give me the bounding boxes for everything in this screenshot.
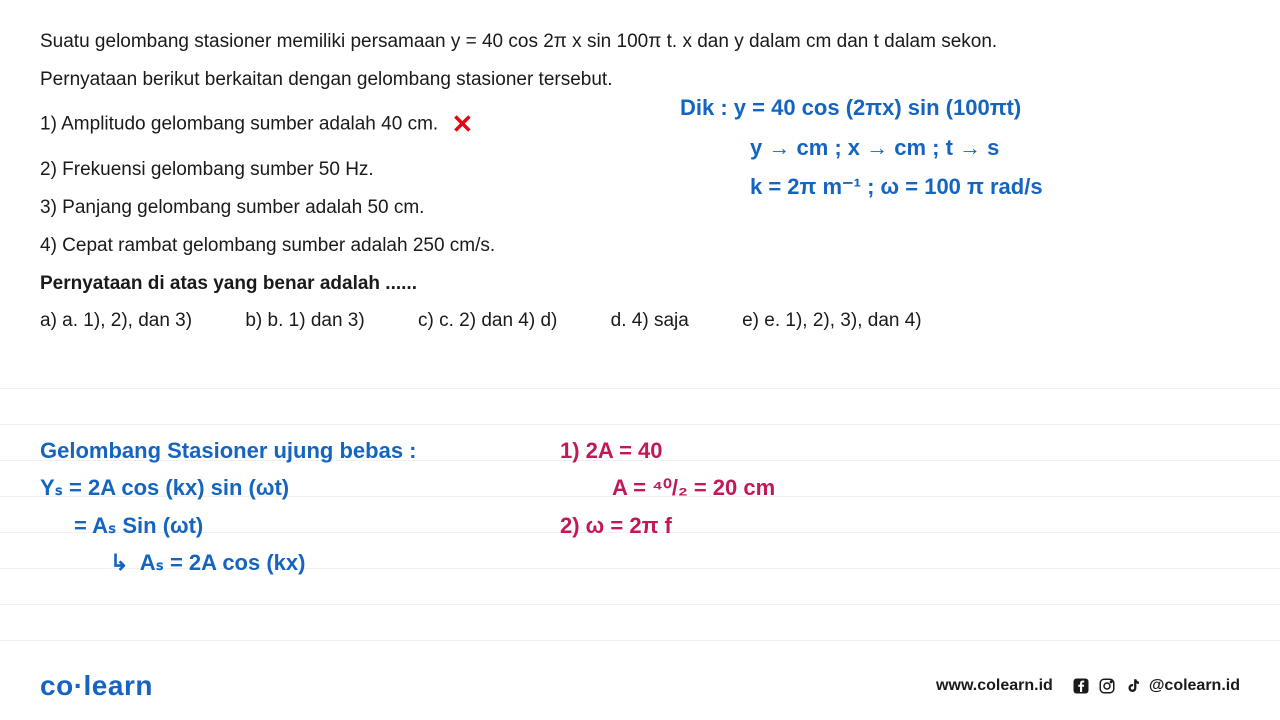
instagram-icon: [1097, 676, 1117, 696]
calc-line2: A = ⁴⁰/₂ = 20 cm: [560, 469, 775, 506]
problem-content: Suatu gelombang stasioner memiliki persa…: [0, 0, 1280, 332]
social-handle: @colearn.id: [1149, 677, 1240, 695]
option-e: e) e. 1), 2), 3), dan 4): [742, 310, 922, 332]
tiktok-icon: [1123, 676, 1143, 696]
statement-4: 4) Cepat rambat gelombang sumber adalah …: [40, 228, 1240, 264]
option-d: d. 4) saja: [611, 310, 689, 332]
problem-subintro: Pernyataan berikut berkaitan dengan gelo…: [40, 62, 1240, 98]
problem-intro: Suatu gelombang stasioner memiliki persa…: [40, 24, 1240, 60]
statement-3: 3) Panjang gelombang sumber adalah 50 cm…: [40, 190, 1240, 226]
calc-annotation: 1) 2A = 40 A = ⁴⁰/₂ = 20 cm 2) ω = 2π f: [560, 432, 775, 544]
dik-annotation: Dik : y = 40 cos (2πx) sin (100πt) y → c…: [680, 88, 1043, 207]
footer: co·learn www.colearn.id @colearn.id: [0, 670, 1280, 702]
statement-2: 2) Frekuensi gelombang sumber 50 Hz.: [40, 152, 1240, 188]
gelombang-eq2: = Aₛ Sin (ωt): [40, 507, 417, 544]
calc-line1: 1) 2A = 40: [560, 432, 775, 469]
gelombang-eq3: ↳ Aₛ = 2A cos (kx): [40, 544, 417, 581]
hook-arrow-icon: ↳: [110, 544, 128, 581]
option-c: c) c. 2) dan 4) d): [418, 310, 557, 332]
option-b: b) b. 1) dan 3): [245, 310, 364, 332]
gelombang-annotation: Gelombang Stasioner ujung bebas : Yₛ = 2…: [40, 432, 417, 582]
colearn-logo: co·learn: [40, 670, 153, 702]
calc-line3: 2) ω = 2π f: [560, 507, 775, 544]
footer-url: www.colearn.id: [936, 677, 1053, 695]
dik-line2: y → cm ; x → cm ; t → s: [680, 128, 1043, 168]
gelombang-eq1: Yₛ = 2A cos (kx) sin (ωt): [40, 469, 417, 506]
social-icons: @colearn.id: [1071, 676, 1240, 696]
question-prompt: Pernyataan di atas yang benar adalah ...…: [40, 266, 1240, 302]
dik-line3: k = 2π m⁻¹ ; ω = 100 π rad/s: [680, 167, 1043, 207]
statement-1: 1) Amplitudo gelombang sumber adalah 40 …: [40, 100, 1240, 149]
facebook-icon: [1071, 676, 1091, 696]
footer-right: www.colearn.id @colearn.id: [936, 676, 1240, 696]
x-mark-icon: ✕: [451, 100, 473, 149]
dik-line1: Dik : y = 40 cos (2πx) sin (100πt): [680, 88, 1043, 128]
answer-options: a) a. 1), 2), dan 3) b) b. 1) dan 3) c) …: [40, 310, 1240, 332]
option-a: a) a. 1), 2), dan 3): [40, 310, 192, 332]
gelombang-title: Gelombang Stasioner ujung bebas :: [40, 432, 417, 469]
